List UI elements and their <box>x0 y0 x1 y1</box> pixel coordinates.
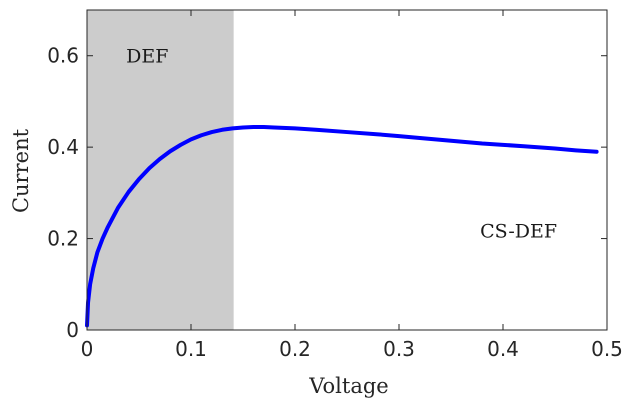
x-tick-label: 0.1 <box>175 337 207 361</box>
annotation-def: DEF <box>126 46 168 68</box>
x-tick-label: 0.2 <box>279 337 311 361</box>
axes-box <box>86 9 608 331</box>
y-axis-title: Current <box>9 128 33 213</box>
x-tick-label: 0.4 <box>487 337 519 361</box>
x-tick-label: 0.5 <box>591 337 623 361</box>
y-tick-label: 0.2 <box>47 227 79 251</box>
y-tick-label: 0 <box>66 318 79 342</box>
y-tick-label: 0.4 <box>47 135 79 159</box>
x-axis-title: Voltage <box>308 374 388 398</box>
x-tick-label: 0.3 <box>383 337 415 361</box>
shaded-region-def <box>87 10 234 330</box>
series-line-0 <box>85 125 599 328</box>
x-tick-label: 0 <box>81 337 94 361</box>
axes: 0 0.1 0.2 0.3 0.4 0.5 0 0.2 0.4 0.6 <box>47 9 623 361</box>
annotation-cs-def: CS-DEF <box>480 221 557 243</box>
plot-area: DEF CS-DEF <box>85 10 599 330</box>
y-tick-label: 0.6 <box>47 44 79 68</box>
